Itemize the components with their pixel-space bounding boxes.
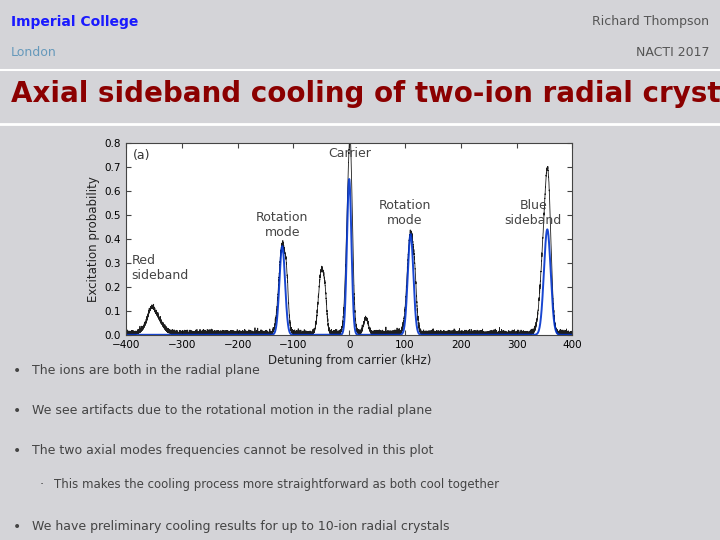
Text: Red
sideband: Red sideband [132,254,189,282]
Text: This makes the cooling process more straightforward as both cool together: This makes the cooling process more stra… [54,478,499,491]
Text: NACTI 2017: NACTI 2017 [636,45,709,59]
Text: Imperial College: Imperial College [11,16,138,30]
Text: We see artifacts due to the rotational motion in the radial plane: We see artifacts due to the rotational m… [32,404,433,417]
Text: Richard Thompson: Richard Thompson [593,16,709,29]
Text: The ions are both in the radial plane: The ions are both in the radial plane [32,364,260,377]
Text: •: • [13,364,21,378]
Text: The two axial modes frequencies cannot be resolved in this plot: The two axial modes frequencies cannot b… [32,444,433,457]
Text: Axial sideband cooling of two-ion radial crystal: Axial sideband cooling of two-ion radial… [11,80,720,109]
Text: Rotation
mode: Rotation mode [256,211,308,239]
Text: •: • [13,404,21,418]
Text: •: • [13,520,21,534]
Text: We have preliminary cooling results for up to 10-ion radial crystals: We have preliminary cooling results for … [32,520,450,533]
Text: Blue
sideband: Blue sideband [505,199,562,227]
Text: •: • [13,444,21,458]
Text: Carrier: Carrier [328,147,371,160]
Text: ·: · [40,478,44,491]
Text: Rotation
mode: Rotation mode [379,199,431,227]
Y-axis label: Excitation probability: Excitation probability [87,176,101,302]
X-axis label: Detuning from carrier (kHz): Detuning from carrier (kHz) [268,354,431,367]
Text: London: London [11,45,57,59]
Text: (a): (a) [132,149,150,162]
